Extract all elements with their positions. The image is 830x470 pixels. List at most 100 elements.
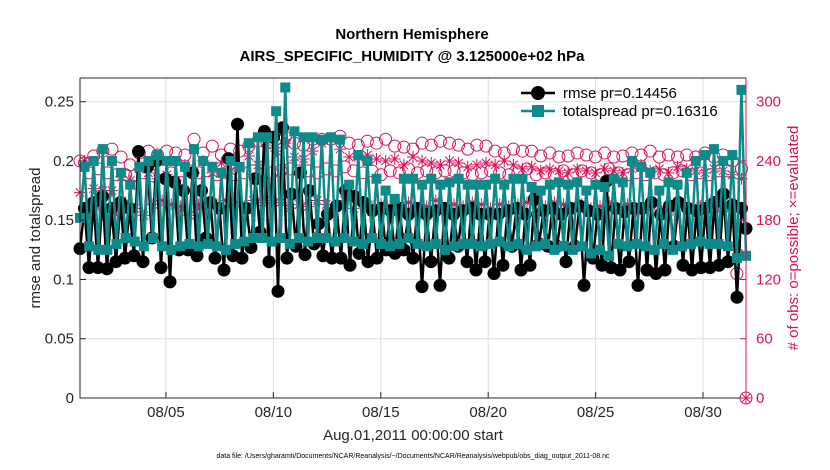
evaluated-point	[475, 198, 488, 211]
rmse-point	[280, 251, 294, 265]
evaluated-point	[671, 160, 684, 173]
rmse-point	[658, 263, 672, 277]
possible-point	[588, 150, 602, 164]
evaluated-point	[552, 164, 565, 177]
evaluated-point	[607, 164, 620, 177]
totalspread-point	[727, 150, 738, 161]
totalspread-point	[348, 236, 359, 247]
evaluated-point	[580, 164, 593, 177]
totalspread-point	[330, 236, 341, 247]
totalspread-point	[622, 241, 633, 252]
totalspread-point	[476, 241, 487, 252]
totalspread-point	[161, 155, 172, 166]
rmse-point	[496, 258, 510, 272]
possible-point	[534, 149, 548, 163]
evaluated-point	[443, 154, 456, 167]
totalspread-point	[116, 167, 127, 178]
possible-point	[529, 168, 543, 182]
evaluated-point	[571, 162, 584, 175]
totalspread-point	[312, 233, 323, 243]
evaluated-point	[379, 154, 392, 167]
totalspread-point	[398, 173, 409, 184]
possible-point	[661, 148, 675, 162]
totalspread-point	[686, 238, 697, 249]
rmse-point	[694, 261, 708, 275]
totalspread-point	[184, 238, 195, 249]
rmse-point	[442, 251, 456, 265]
totalspread-point	[485, 238, 496, 249]
totalspread-point	[335, 134, 346, 145]
rmse-point	[163, 275, 177, 289]
legend-totalspread-label: totalspread pr=0.16316	[563, 103, 718, 120]
possible-point	[370, 136, 384, 150]
totalspread-point	[462, 179, 473, 190]
rmse-point	[631, 278, 645, 292]
evaluated-point	[83, 208, 96, 221]
totalspread-point	[189, 144, 200, 155]
evaluated-point	[562, 166, 575, 179]
totalspread-point	[540, 238, 551, 249]
totalspread-point	[102, 244, 113, 255]
x-axis-label: Aug.01,2011 00:00:00 start	[323, 427, 504, 444]
rmse-point	[343, 258, 357, 272]
totalspread-point	[143, 155, 154, 166]
evaluated-point	[311, 194, 324, 207]
series-layer	[73, 82, 753, 405]
evaluated-point	[192, 198, 205, 211]
totalspread-point	[93, 244, 104, 255]
evaluated-point	[425, 156, 438, 169]
totalspread-point	[585, 248, 596, 259]
rmse-point	[469, 263, 483, 277]
evaluated-point	[270, 145, 283, 158]
rmse-point	[352, 246, 366, 260]
totalspread-point	[380, 185, 391, 196]
y-tick-label: 0	[66, 390, 74, 407]
totalspread-point	[508, 173, 519, 184]
totalspread-point	[576, 241, 587, 252]
evaluated-point	[361, 149, 374, 162]
totalspread-point	[604, 250, 615, 261]
totalspread-point	[293, 233, 304, 243]
evaluated-point	[452, 156, 465, 169]
rmse-point	[460, 255, 474, 269]
totalspread-point	[695, 236, 706, 247]
legend-rmse-label: rmse pr=0.14456	[563, 85, 677, 102]
totalspread-point	[595, 244, 606, 255]
evaluated-point	[165, 198, 178, 211]
possible-point	[474, 166, 488, 180]
evaluated-point	[448, 198, 461, 211]
rmse-point	[136, 255, 150, 269]
totalspread-point	[97, 144, 108, 155]
totalspread-point	[718, 155, 729, 166]
possible-point	[552, 150, 566, 164]
totalspread-point	[220, 244, 231, 255]
totalspread-point	[376, 238, 387, 249]
right-axis-label: # of obs: o=possible; ×=evaluated	[785, 126, 802, 351]
evaluated-point	[429, 194, 442, 207]
totalspread-point	[403, 233, 414, 243]
possible-point	[598, 146, 612, 160]
totalspread-point	[316, 134, 327, 145]
totalspread-point	[257, 233, 268, 243]
totalspread-point	[262, 132, 273, 143]
totalspread-point	[243, 138, 254, 149]
possible-point	[643, 144, 657, 158]
rmse-point	[262, 255, 276, 269]
evaluated-point	[407, 151, 419, 164]
x-tick-label: 08/10	[255, 404, 293, 421]
possible-point	[379, 132, 393, 146]
totalspread-point	[736, 84, 747, 95]
possible-point	[388, 139, 402, 153]
totalspread-point	[421, 241, 432, 252]
right-axis-ticks: 0 60 120 180 240 300	[740, 94, 781, 407]
x-axis-ticks: 08/05 08/10 08/15 08/20 08/25 08/30	[147, 392, 722, 421]
evaluated-point	[174, 200, 187, 213]
totalspread-point	[713, 238, 724, 249]
evaluated-point	[320, 198, 333, 211]
evaluated-point	[493, 198, 506, 211]
rmse-point	[271, 284, 285, 298]
evaluated-point	[201, 202, 214, 215]
possible-point	[461, 142, 475, 156]
totalspread-point	[417, 179, 428, 190]
